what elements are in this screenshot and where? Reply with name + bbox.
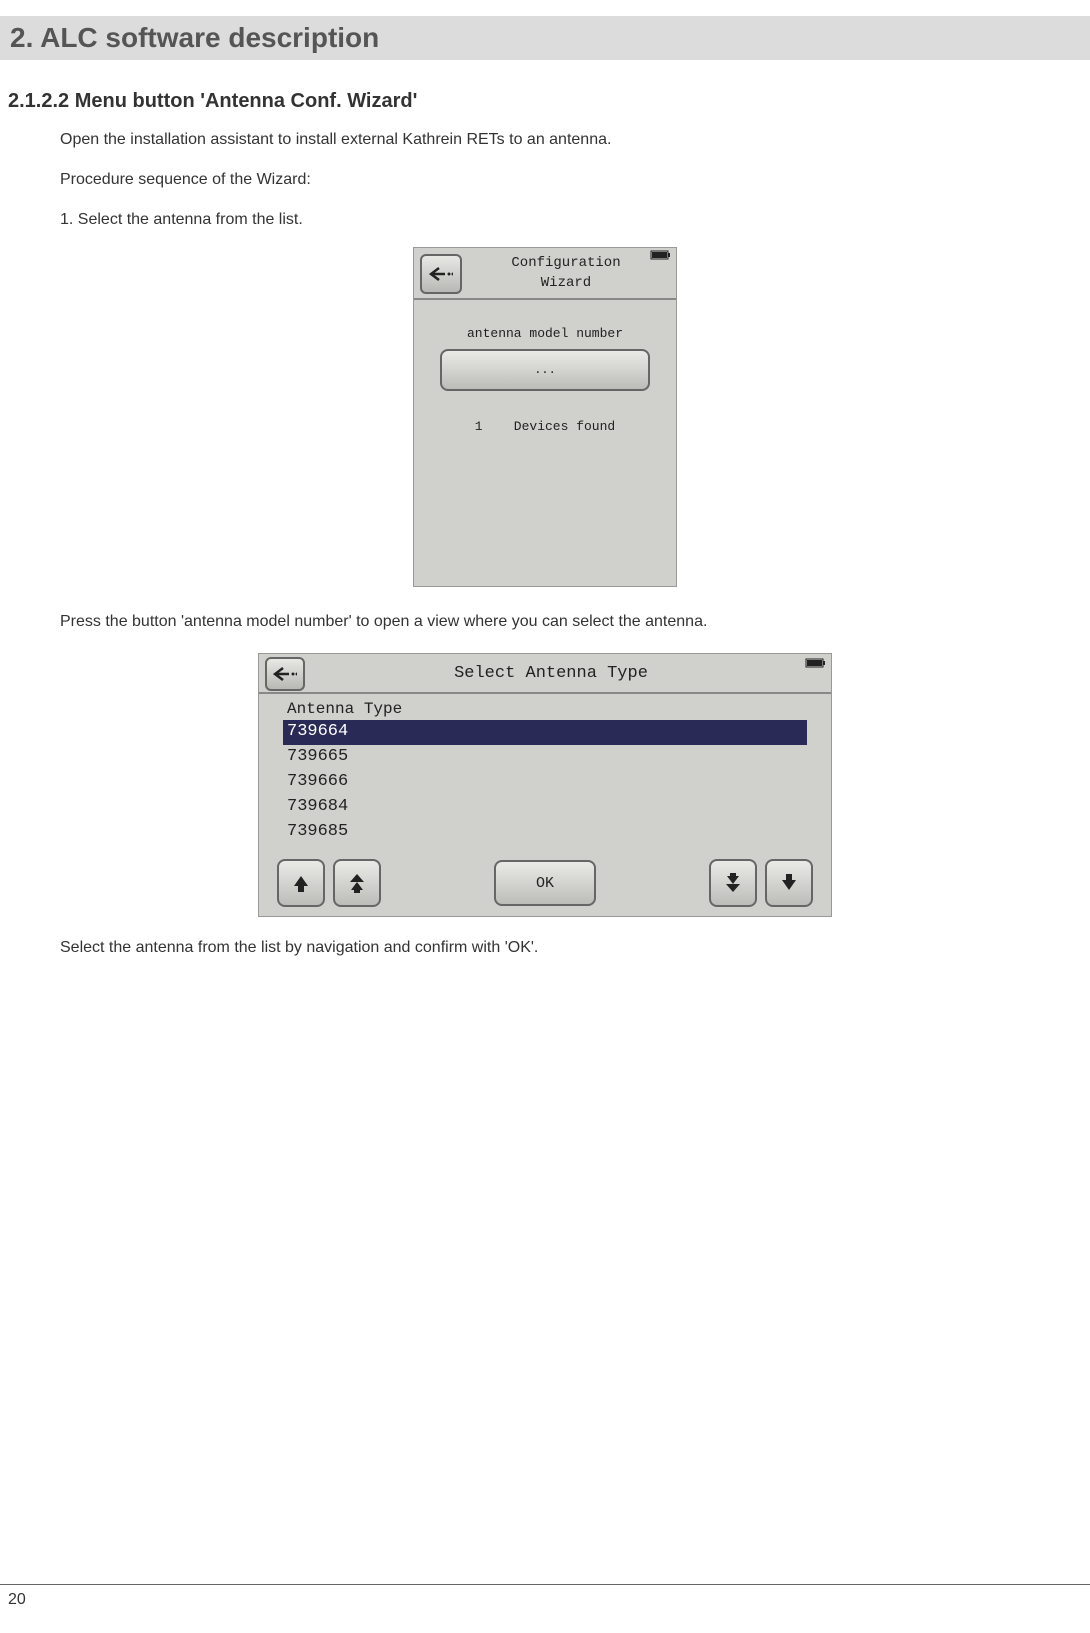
nav-group-left [277,859,381,907]
antenna-type-list-header: Antenna Type [283,698,807,720]
arrow-down-icon [778,872,800,894]
antenna-type-item[interactable]: 739665 [283,745,807,770]
antenna-type-item[interactable]: 739684 [283,795,807,820]
page-down-button[interactable] [709,859,757,907]
screen1-title: Configuration Wizard [462,252,670,293]
procedure-paragraph: Procedure sequence of the Wizard: [60,171,1090,189]
up-button[interactable] [277,859,325,907]
ok-button-label: OK [536,875,554,892]
intro-paragraph: Open the installation assistant to insta… [60,131,1090,149]
screen1-title-line1: Configuration [511,255,620,271]
antenna-type-list: Antenna Type 739664 739665 739666 739684… [259,694,831,845]
screen2-title: Select Antenna Type [305,664,825,683]
back-button[interactable] [265,657,305,691]
screen1-topbar: Configuration Wizard [414,248,676,300]
battery-icon [805,658,827,668]
config-wizard-screenshot: Configuration Wizard antenna model numbe… [413,247,677,587]
antenna-model-number-label: antenna model number [414,326,676,341]
page-number: 20 [8,1591,26,1608]
antenna-type-item[interactable]: 739685 [283,820,807,845]
page-up-button[interactable] [333,859,381,907]
arrow-up-icon [290,872,312,894]
select-confirm-paragraph: Select the antenna from the list by navi… [60,939,1090,957]
screen2-nav: OK [259,856,831,910]
devices-count: 1 [475,419,483,434]
select-antenna-type-screenshot: Select Antenna Type Antenna Type 739664 … [258,653,832,917]
devices-found: 1 Devices found [414,419,676,434]
page-header-title: 2. ALC software description [10,22,379,53]
back-button[interactable] [420,254,462,294]
screen1-title-line2: Wizard [541,275,591,291]
battery-icon [650,250,672,260]
page-header: 2. ALC software description [0,16,1090,60]
step-1: 1. Select the antenna from the list. [60,211,1090,229]
double-arrow-down-icon [722,872,744,894]
antenna-type-item[interactable]: 739666 [283,770,807,795]
ok-button[interactable]: OK [494,860,596,906]
press-button-paragraph: Press the button 'antenna model number' … [60,613,1090,631]
double-arrow-up-icon [346,872,368,894]
nav-group-right [709,859,813,907]
page-footer: 20 [0,1584,1090,1609]
back-arrow-icon [273,666,297,682]
antenna-model-number-button[interactable]: ... [440,349,650,391]
antenna-model-number-button-label: ... [534,363,556,377]
section-title: 2.1.2.2 Menu button 'Antenna Conf. Wizar… [8,90,1090,113]
back-arrow-icon [429,266,453,282]
devices-label: Devices found [514,419,615,434]
antenna-type-item[interactable]: 739664 [283,720,807,745]
screen2-topbar: Select Antenna Type [259,654,831,694]
down-button[interactable] [765,859,813,907]
